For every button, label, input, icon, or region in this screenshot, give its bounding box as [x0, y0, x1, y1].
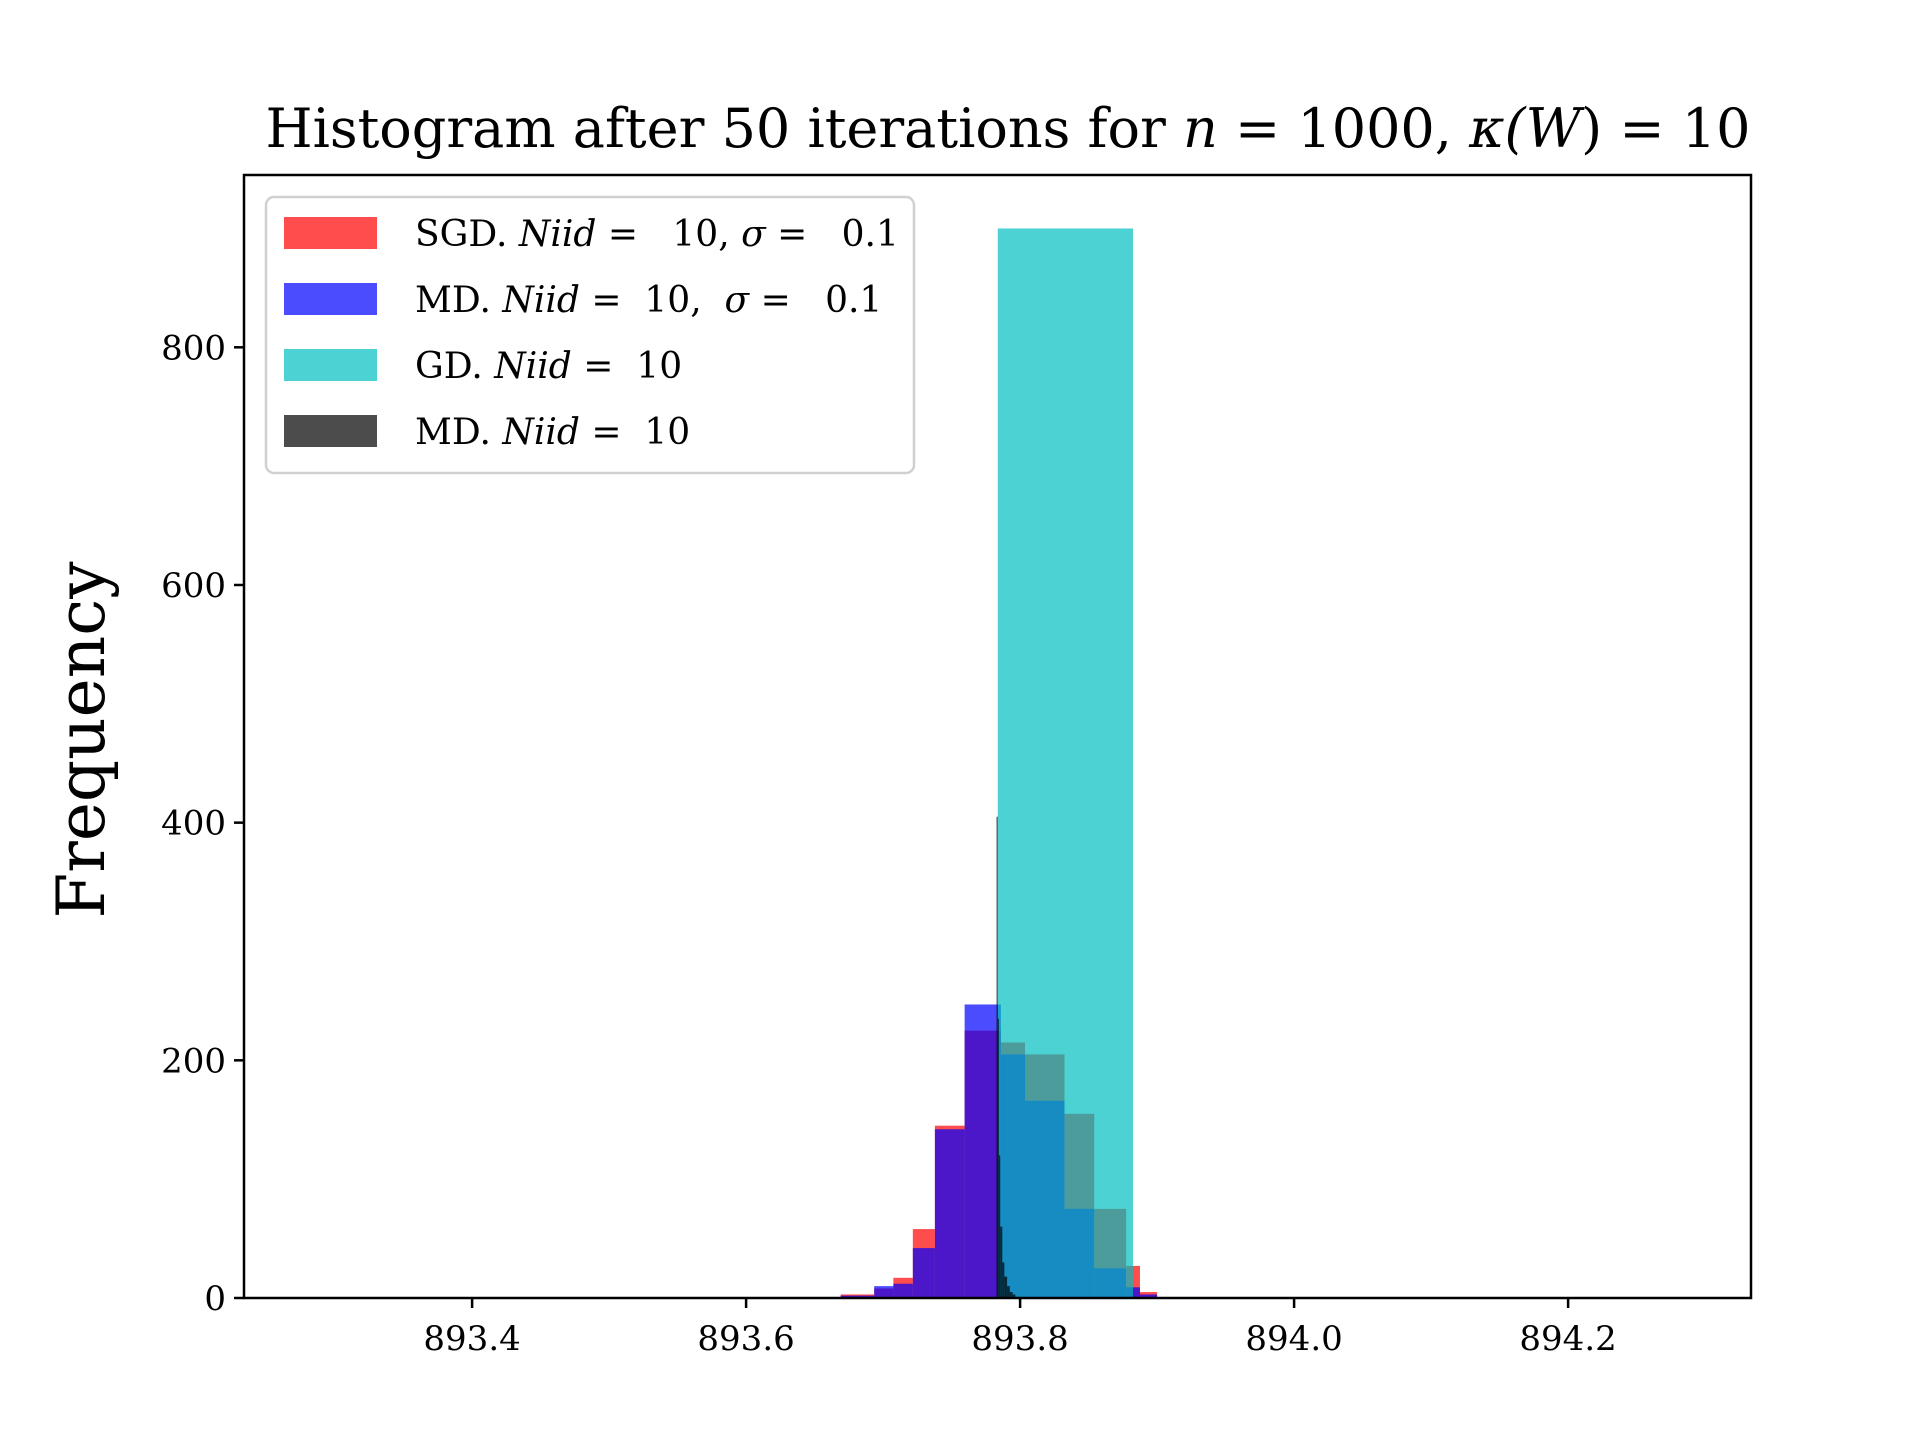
legend-entry: SGD. Niid = 10, σ = 0.1: [415, 214, 899, 255]
bar-series-1-bin-1: [874, 1286, 894, 1298]
bar-series-3-bin-1: [997, 1018, 999, 1298]
x-tick-label: 893.8: [971, 1319, 1068, 1359]
y-tick-label: 400: [161, 804, 226, 844]
legend-swatch: [284, 283, 377, 315]
histogram-bars: [840, 228, 1158, 1298]
x-tick-label: 893.4: [423, 1319, 520, 1359]
bar-series-3-bin-6: [1007, 1286, 1010, 1298]
y-tick-label: 600: [161, 566, 226, 606]
legend-entry: MD. Niid = 10, σ = 0.1: [415, 280, 882, 321]
bar-series-3-bin-5: [1004, 1276, 1008, 1298]
x-tick-label: 894.2: [1519, 1319, 1616, 1359]
bar-series-3-bin-3: [1000, 1226, 1003, 1298]
legend: SGD. Niid = 10, σ = 0.1 MD. Niid = 10, σ …: [264, 195, 916, 475]
bar-series-1-bin-2: [893, 1283, 913, 1298]
bar-series-1-bin-4: [934, 1129, 965, 1298]
bar-series-1-bin-10: [1126, 1287, 1140, 1298]
bar-series-3-bin-2: [998, 1155, 1001, 1298]
bar-series-3-bin-8: [1012, 1294, 1016, 1298]
legend-entry: GD. Niid = 10: [415, 346, 682, 387]
legend-swatch: [284, 349, 377, 381]
y-axis-label: Frequency: [43, 561, 120, 919]
bar-series-3-bin-0: [996, 816, 998, 1298]
y-tick-label: 200: [161, 1041, 226, 1081]
bar-series-1-bin-11: [1139, 1294, 1158, 1298]
plot-frame: [242, 173, 1753, 1300]
legend-entry: MD. Niid = 10: [415, 412, 690, 453]
bar-series-2-bin-0: [997, 228, 1133, 1298]
y-tick-label: 0: [204, 1279, 226, 1319]
bar-series-3-bin-4: [1002, 1262, 1005, 1298]
x-axis-ticks: 893.4 893.6 893.8 894.0 894.2: [423, 1298, 1617, 1359]
x-tick-label: 893.6: [697, 1319, 794, 1359]
x-tick-label: 894.0: [1245, 1319, 1342, 1359]
y-tick-label: 800: [161, 328, 226, 368]
legend-swatch: [284, 415, 377, 447]
y-axis-ticks: 0 200 400 600 800: [161, 328, 244, 1319]
legend-swatch: [284, 217, 377, 249]
chart-title: Histogram after 50 iterations for n = 10…: [266, 97, 1751, 160]
bar-series-1-bin-5: [964, 1004, 1001, 1298]
legend-box: [264, 195, 916, 475]
bar-series-1-bin-3: [912, 1248, 935, 1298]
bar-series-3-bin-7: [1009, 1292, 1013, 1298]
